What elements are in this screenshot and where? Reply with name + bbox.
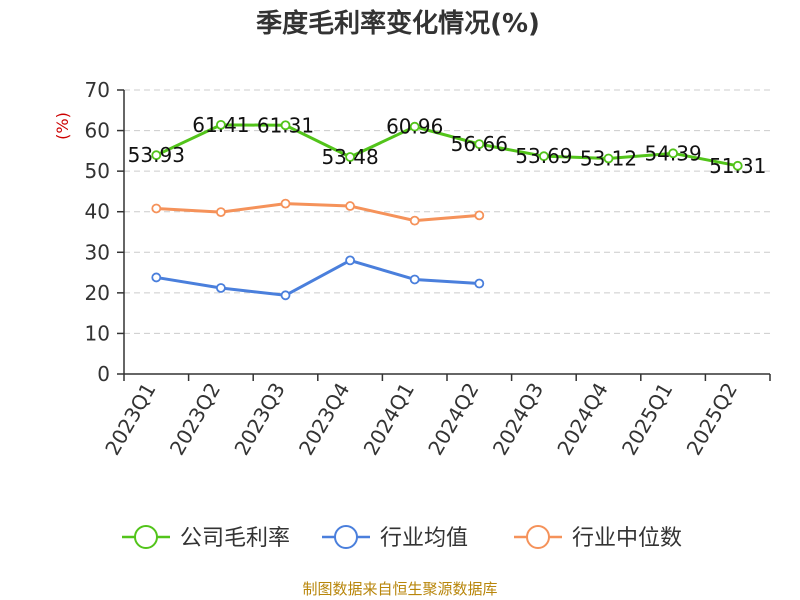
data-label: 51.31 xyxy=(709,154,766,178)
x-tick-label: 2023Q1 xyxy=(100,379,160,460)
y-tick-label: 30 xyxy=(85,240,110,264)
data-label: 53.69 xyxy=(515,144,572,168)
data-label: 54.39 xyxy=(644,141,701,165)
data-point xyxy=(409,215,420,226)
legend-label: 公司毛利率 xyxy=(180,526,290,551)
y-tick-label: 60 xyxy=(85,119,110,143)
x-tick-label: 2024Q2 xyxy=(423,379,483,460)
x-tick-label: 2023Q3 xyxy=(229,379,289,460)
data-label: 53.12 xyxy=(580,146,637,170)
y-tick-label: 50 xyxy=(85,159,110,183)
data-point xyxy=(280,290,291,301)
x-tick-label: 2023Q2 xyxy=(165,379,225,460)
y-tick-label: 40 xyxy=(85,200,110,224)
series-layer xyxy=(151,119,743,301)
x-tick-label: 2024Q4 xyxy=(552,379,612,460)
data-point xyxy=(409,274,420,285)
y-tick-label: 20 xyxy=(85,281,110,305)
data-point xyxy=(215,283,226,293)
data-point xyxy=(215,207,226,218)
data-point xyxy=(215,119,226,130)
x-tick-label: 2025Q2 xyxy=(682,379,742,460)
legend-label: 行业中位数 xyxy=(572,526,682,551)
y-tick-label: 0 xyxy=(97,362,110,386)
data-point xyxy=(474,139,485,150)
data-point xyxy=(151,272,162,283)
data-point xyxy=(603,153,614,164)
data-point xyxy=(345,201,356,211)
series-line-0 xyxy=(155,123,738,168)
x-tick-label: 2024Q1 xyxy=(359,379,419,460)
legend-marker xyxy=(526,525,550,549)
data-label: 60.96 xyxy=(386,115,443,139)
data-label: 61.31 xyxy=(257,113,314,137)
legend-marker xyxy=(134,525,158,549)
data-point xyxy=(474,210,485,221)
x-tick-label: 2025Q1 xyxy=(617,379,677,460)
legend-marker xyxy=(334,525,358,549)
chart-title: 季度毛利率变化情况(%) xyxy=(256,8,540,39)
legend: 公司毛利率 行业均值 行业中位数 xyxy=(122,525,682,551)
data-point xyxy=(409,121,420,132)
y-axis-label: (%) xyxy=(53,112,72,140)
data-label: 53.48 xyxy=(321,145,378,169)
data-label: 53.93 xyxy=(128,143,185,167)
data-labels: 53.93 61.41 61.31 53.48 60.96 56.66 53.69 53.12… xyxy=(128,113,767,178)
data-point xyxy=(345,152,356,162)
data-point xyxy=(539,151,549,162)
data-point xyxy=(280,120,291,131)
data-point xyxy=(151,150,162,161)
series-line-2 xyxy=(156,202,480,223)
data-point xyxy=(151,203,162,214)
data-point xyxy=(280,198,291,209)
legend-label: 行业均值 xyxy=(380,526,468,551)
data-point xyxy=(474,278,485,289)
source-note: 制图数据来自恒生聚源数据库 xyxy=(302,580,497,598)
y-tick-label: 10 xyxy=(85,321,110,345)
grid xyxy=(124,89,770,334)
x-tick-label: 2023Q4 xyxy=(294,379,354,460)
x-tick-label: 2024Q3 xyxy=(488,379,548,460)
data-label: 61.41 xyxy=(192,113,249,137)
series-line-1 xyxy=(156,258,480,297)
data-point xyxy=(732,160,743,171)
data-point xyxy=(668,148,678,159)
data-point xyxy=(345,255,356,266)
y-tick-label: 70 xyxy=(85,78,110,102)
data-label: 56.66 xyxy=(451,132,508,156)
